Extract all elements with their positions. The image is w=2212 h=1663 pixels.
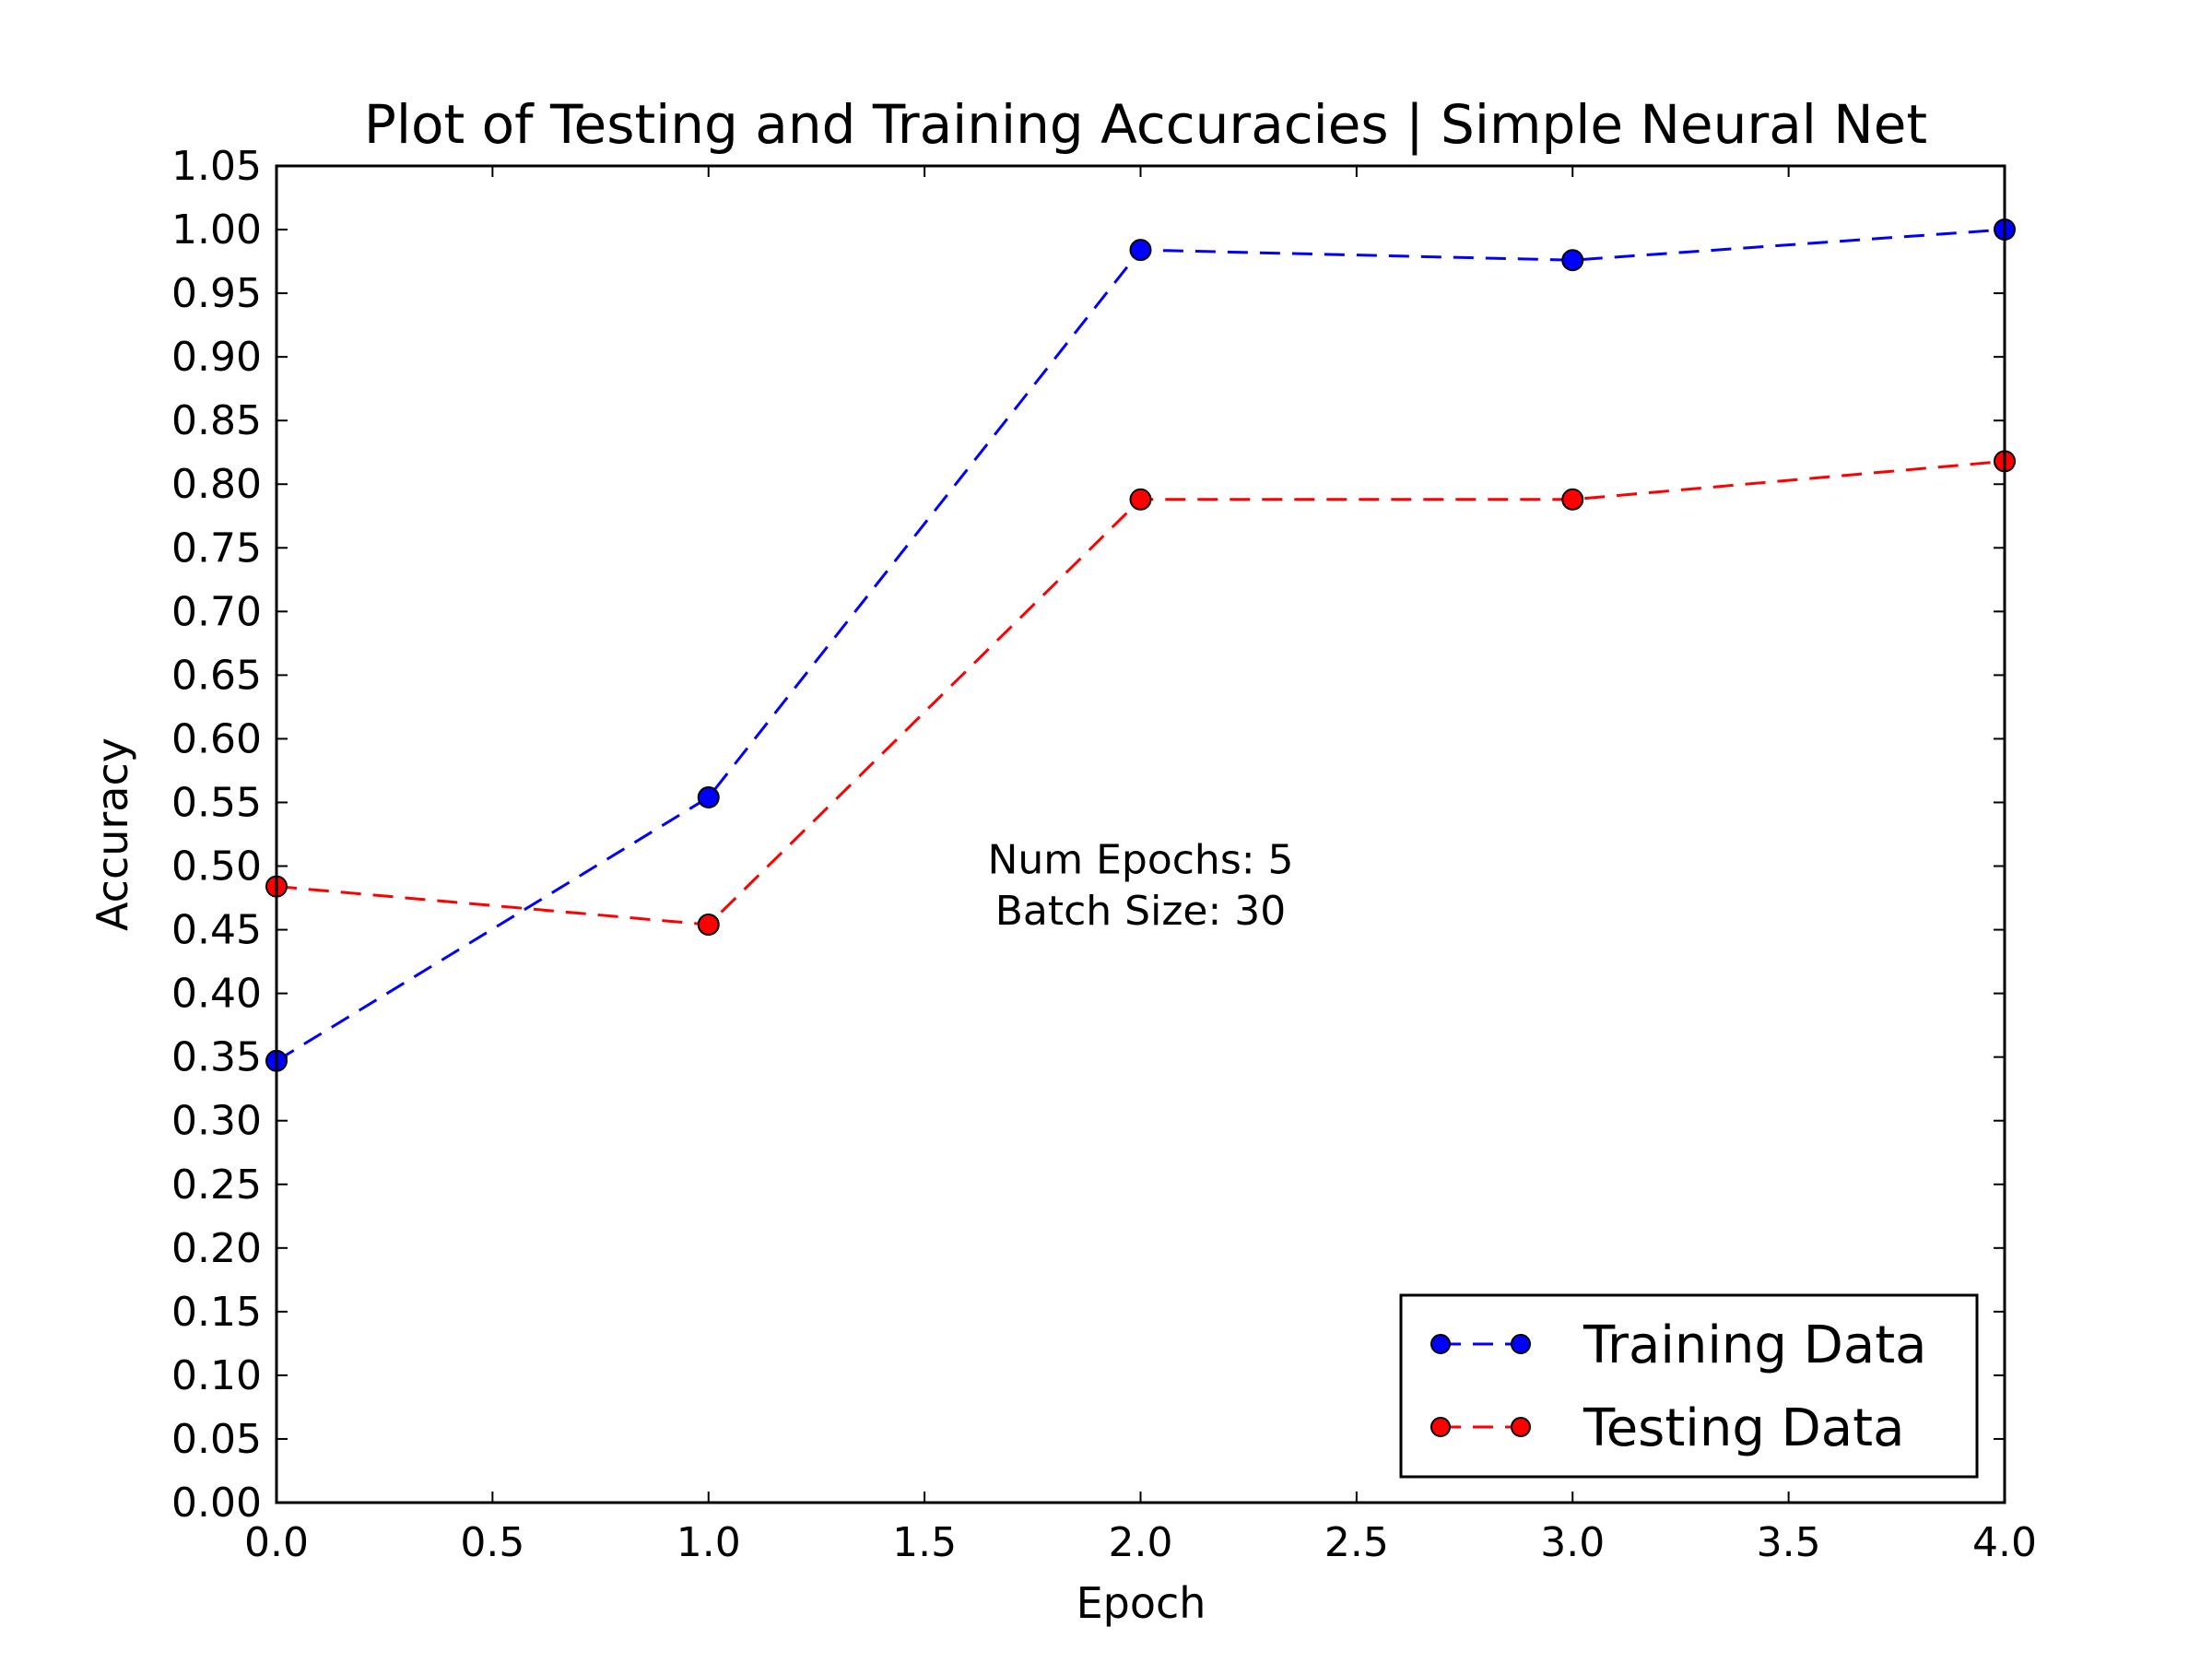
x-tick-label: 3.0 <box>1540 1519 1605 1566</box>
y-tick-label: 0.45 <box>171 907 262 954</box>
x-tick-label: 4.0 <box>1972 1519 2037 1566</box>
y-tick-label: 0.15 <box>171 1289 262 1336</box>
y-tick-label: 1.05 <box>171 143 262 190</box>
data-point <box>1561 249 1584 272</box>
x-tick-label: 1.0 <box>677 1519 741 1566</box>
y-tick-label: 0.90 <box>171 334 262 381</box>
data-point <box>1561 488 1584 511</box>
data-point <box>1129 488 1152 511</box>
annotation-text: Num Epochs: 5 <box>987 837 1293 884</box>
y-tick-label: 0.65 <box>171 652 262 699</box>
x-tick-label: 3.5 <box>1757 1519 1821 1566</box>
x-axis-label: Epoch <box>1077 1578 1206 1628</box>
legend-label: Testing Data <box>1583 1398 1904 1458</box>
legend-marker <box>1430 1417 1451 1437</box>
y-tick-label: 0.35 <box>171 1034 262 1081</box>
y-tick-label: 0.70 <box>171 588 262 635</box>
y-tick-label: 0.95 <box>171 270 262 317</box>
x-tick-label: 2.5 <box>1324 1519 1389 1566</box>
annotation-text: Batch Size: 30 <box>995 888 1287 935</box>
y-tick-label: 0.55 <box>171 779 262 826</box>
legend-marker <box>1511 1334 1531 1354</box>
plot-frame <box>275 164 2006 1504</box>
y-tick-label: 1.00 <box>171 206 262 254</box>
x-tick-label: 2.0 <box>1109 1519 1173 1566</box>
y-tick-label: 0.10 <box>171 1352 262 1399</box>
data-point <box>1129 239 1152 262</box>
y-tick-label: 0.80 <box>171 461 262 508</box>
x-tick-label: 0.0 <box>244 1519 309 1566</box>
y-tick-label: 0.50 <box>171 843 262 890</box>
y-tick-label: 0.60 <box>171 715 262 762</box>
data-point <box>697 785 720 808</box>
y-axis-label: Accuracy <box>88 737 137 931</box>
y-tick-label: 0.05 <box>171 1416 262 1463</box>
data-point <box>697 914 720 937</box>
legend-marker <box>1511 1417 1531 1437</box>
x-tick-label: 1.5 <box>892 1519 957 1566</box>
y-tick-label: 0.20 <box>171 1225 262 1272</box>
legend-marker <box>1430 1334 1451 1354</box>
y-tick-label: 0.85 <box>171 397 262 444</box>
y-tick-label: 0.00 <box>171 1480 262 1527</box>
y-tick-label: 0.75 <box>171 525 262 572</box>
y-tick-label: 0.30 <box>171 1098 262 1145</box>
y-tick-label: 0.40 <box>171 971 262 1018</box>
legend-box <box>1399 1293 1979 1479</box>
chart-title: Plot of Testing and Training Accuracies … <box>364 93 1927 156</box>
x-tick-label: 0.5 <box>460 1519 524 1566</box>
y-tick-label: 0.25 <box>171 1162 262 1209</box>
legend: Training Data Testing Data <box>1399 1293 1979 1479</box>
legend-label: Training Data <box>1583 1315 1926 1375</box>
